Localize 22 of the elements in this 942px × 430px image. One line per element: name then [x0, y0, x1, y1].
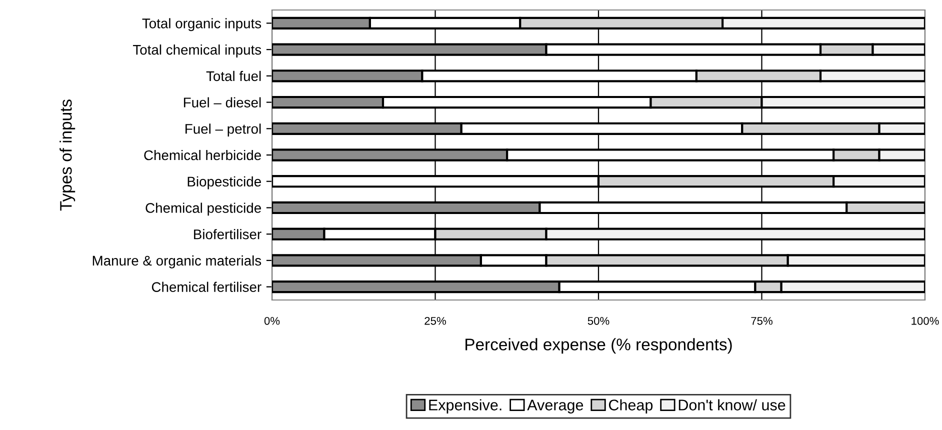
- x-tick-label: 75%: [751, 317, 772, 325]
- y-tick-label: Chemical herbicide: [144, 150, 261, 160]
- x-tick-label: 50%: [588, 316, 610, 325]
- y-tick-label: Biopesticide: [188, 176, 261, 190]
- y-tick-label: Total organic inputs: [142, 18, 262, 32]
- x-tick-label: 100%: [912, 316, 939, 325]
- legend-label: Don't know/ use: [678, 399, 786, 410]
- y-axis-title: Types of inputs: [60, 100, 76, 211]
- y-tick-label: Chemical fertiliser: [152, 282, 262, 292]
- y-tick-label: Fuel – petrol: [186, 124, 261, 137]
- legend-label: Expensive.: [429, 399, 502, 414]
- legend-label: Average: [527, 400, 584, 414]
- y-tick-label: Manure & organic materials: [92, 255, 262, 268]
- x-axis-title: Perceived expense (% respondents): [466, 338, 732, 354]
- legend-label: Cheap: [608, 399, 653, 414]
- y-tick-label: Total chemical inputs: [132, 44, 262, 58]
- y-tick-label: Fuel – diesel: [184, 97, 261, 108]
- y-tick-label: Chemical pesticide: [146, 202, 261, 216]
- y-tick-label: Biofertiliser: [194, 229, 262, 240]
- x-tick-label: 25%: [424, 316, 446, 325]
- y-tick-label: Total fuel: [206, 70, 261, 82]
- x-tick-label: 0%: [264, 316, 280, 325]
